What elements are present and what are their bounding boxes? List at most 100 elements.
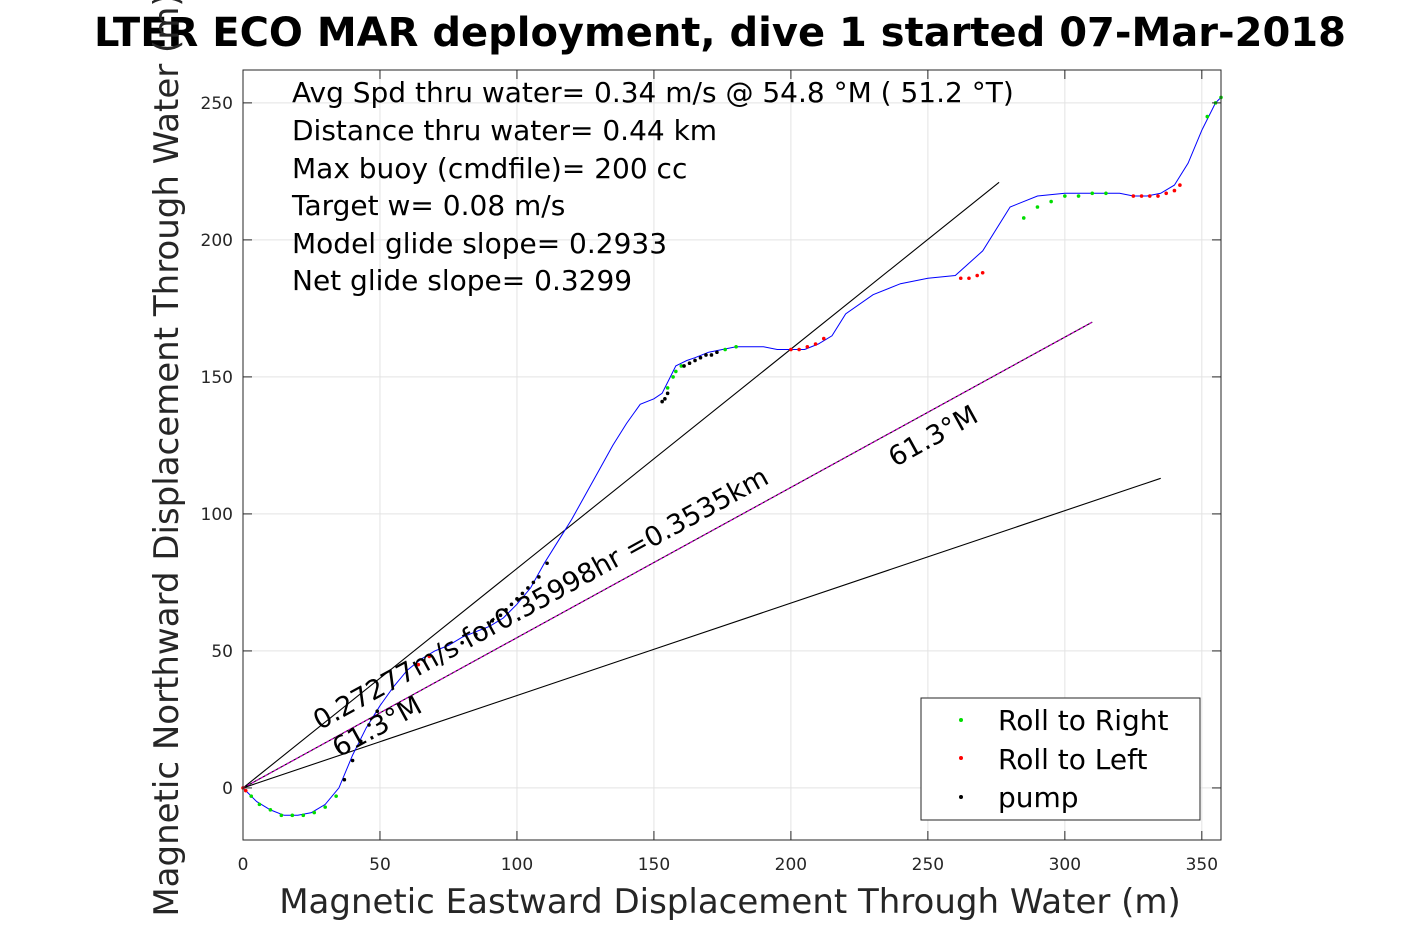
point-roll-to-right	[1205, 114, 1210, 119]
point-roll-to-left	[975, 273, 979, 278]
point-roll-to-right	[1090, 191, 1095, 196]
stat-max-buoy: Max buoy (cmdfile)= 200 cc	[292, 152, 687, 185]
point-roll-to-right	[301, 813, 306, 818]
point-roll-to-left	[967, 276, 971, 281]
x-tick-label: 150	[638, 855, 670, 875]
point-pump	[704, 353, 708, 357]
stat-distance: Distance thru water= 0.44 km	[292, 114, 717, 147]
point-roll-to-right	[665, 386, 670, 390]
point-roll-to-right	[268, 808, 273, 812]
legend-label-roll-right: Roll to Right	[998, 704, 1169, 737]
legend-marker-roll-right	[959, 718, 963, 722]
legend: Roll to Right Roll to Left pump	[920, 697, 1201, 821]
point-pump	[545, 561, 549, 566]
x-tick-label: 250	[912, 855, 944, 875]
point-pump	[460, 640, 464, 645]
point-roll-to-left	[427, 654, 432, 659]
point-roll-to-right	[249, 794, 254, 798]
point-pump	[367, 723, 371, 727]
point-roll-to-right	[1021, 216, 1026, 220]
stat-avg-speed: Avg Spd thru water= 0.34 m/s @ 54.8 °M (…	[292, 76, 1014, 109]
point-roll-to-left	[416, 662, 421, 667]
reference-lines	[242, 181, 1161, 789]
stats-block: Avg Spd thru water= 0.34 m/s @ 54.8 °M (…	[291, 76, 1014, 297]
point-pump	[698, 355, 703, 360]
point-pump	[515, 597, 519, 601]
point-roll-to-left	[1147, 194, 1152, 198]
point-roll-to-left	[1156, 194, 1160, 198]
point-roll-to-right	[723, 347, 727, 352]
x-axis-label: Magnetic Eastward Displacement Through W…	[279, 882, 1181, 922]
point-pump	[375, 709, 380, 714]
legend-box	[920, 697, 1201, 821]
point-pump	[709, 353, 714, 357]
point-roll-to-right	[674, 369, 678, 374]
point-roll-to-left	[1172, 188, 1177, 193]
y-tick-label: 100	[201, 505, 233, 525]
point-roll-to-right	[1035, 205, 1040, 209]
glider-track	[242, 97, 1222, 816]
point-pump	[490, 618, 495, 623]
point-roll-to-left	[1131, 194, 1136, 198]
point-roll-to-right	[312, 810, 317, 815]
x-tick-label: 50	[369, 855, 391, 875]
point-roll-to-left	[1164, 191, 1169, 196]
data-points	[241, 95, 1223, 818]
point-pump	[660, 399, 664, 404]
stat-net-glide-slope: Net glide slope= 0.3299	[292, 264, 632, 297]
tick-labels: 0 50 100 150 200 250 300 350 0 50 100 150 200 250	[201, 94, 1219, 875]
y-tick-label: 0	[222, 779, 233, 799]
legend-marker-pump	[959, 795, 963, 799]
point-roll-to-right	[734, 344, 738, 349]
tick-marks	[242, 70, 1221, 840]
point-pump	[482, 627, 486, 631]
stat-target-w: Target w= 0.08 m/s	[291, 189, 565, 222]
point-roll-to-left	[797, 347, 801, 352]
point-roll-to-right	[279, 813, 284, 818]
legend-marker-roll-left	[959, 756, 963, 760]
point-pump	[665, 391, 670, 396]
point-pump	[474, 632, 478, 637]
y-tick-label: 250	[201, 94, 233, 114]
x-tick-label: 0	[238, 855, 249, 875]
track-line	[242, 97, 1222, 816]
plot-frame	[242, 69, 1222, 841]
y-tick-label: 200	[201, 231, 233, 251]
x-tick-label: 100	[501, 855, 533, 875]
point-pump	[687, 361, 692, 366]
point-pump	[350, 758, 355, 763]
reference-line-lower	[242, 477, 1161, 789]
point-roll-to-right	[1063, 194, 1067, 198]
point-pump	[715, 350, 719, 355]
point-pump	[693, 358, 697, 363]
point-pump	[526, 586, 530, 590]
point-pump	[663, 397, 667, 401]
point-roll-to-left	[958, 276, 963, 281]
y-tick-label: 150	[201, 368, 233, 388]
y-axis-label: Magnetic Northward Displacement Through …	[147, 0, 187, 917]
point-roll-to-right	[323, 805, 327, 809]
y-tick-label: 50	[211, 642, 233, 662]
point-roll-to-left	[243, 788, 248, 793]
point-roll-to-right	[1104, 191, 1108, 196]
stat-model-glide-slope: Model glide slope= 0.2933	[292, 227, 667, 260]
point-pump	[342, 777, 347, 782]
point-roll-to-left	[980, 270, 985, 275]
point-roll-to-left	[789, 347, 793, 352]
point-pump	[520, 591, 525, 596]
reference-line-heading-overlay	[242, 321, 1093, 789]
point-roll-to-left	[813, 342, 818, 346]
x-tick-label: 350	[1186, 855, 1218, 875]
point-roll-to-right	[290, 813, 295, 818]
point-pump	[531, 580, 536, 585]
point-pump	[358, 739, 363, 744]
point-roll-to-right	[257, 802, 262, 807]
point-roll-to-right	[679, 364, 684, 368]
point-pump	[504, 608, 508, 612]
point-roll-to-right	[1076, 194, 1081, 198]
x-tick-label: 200	[775, 855, 807, 875]
point-pump	[682, 364, 686, 368]
point-pump	[537, 575, 541, 579]
point-roll-to-left	[1178, 183, 1182, 187]
